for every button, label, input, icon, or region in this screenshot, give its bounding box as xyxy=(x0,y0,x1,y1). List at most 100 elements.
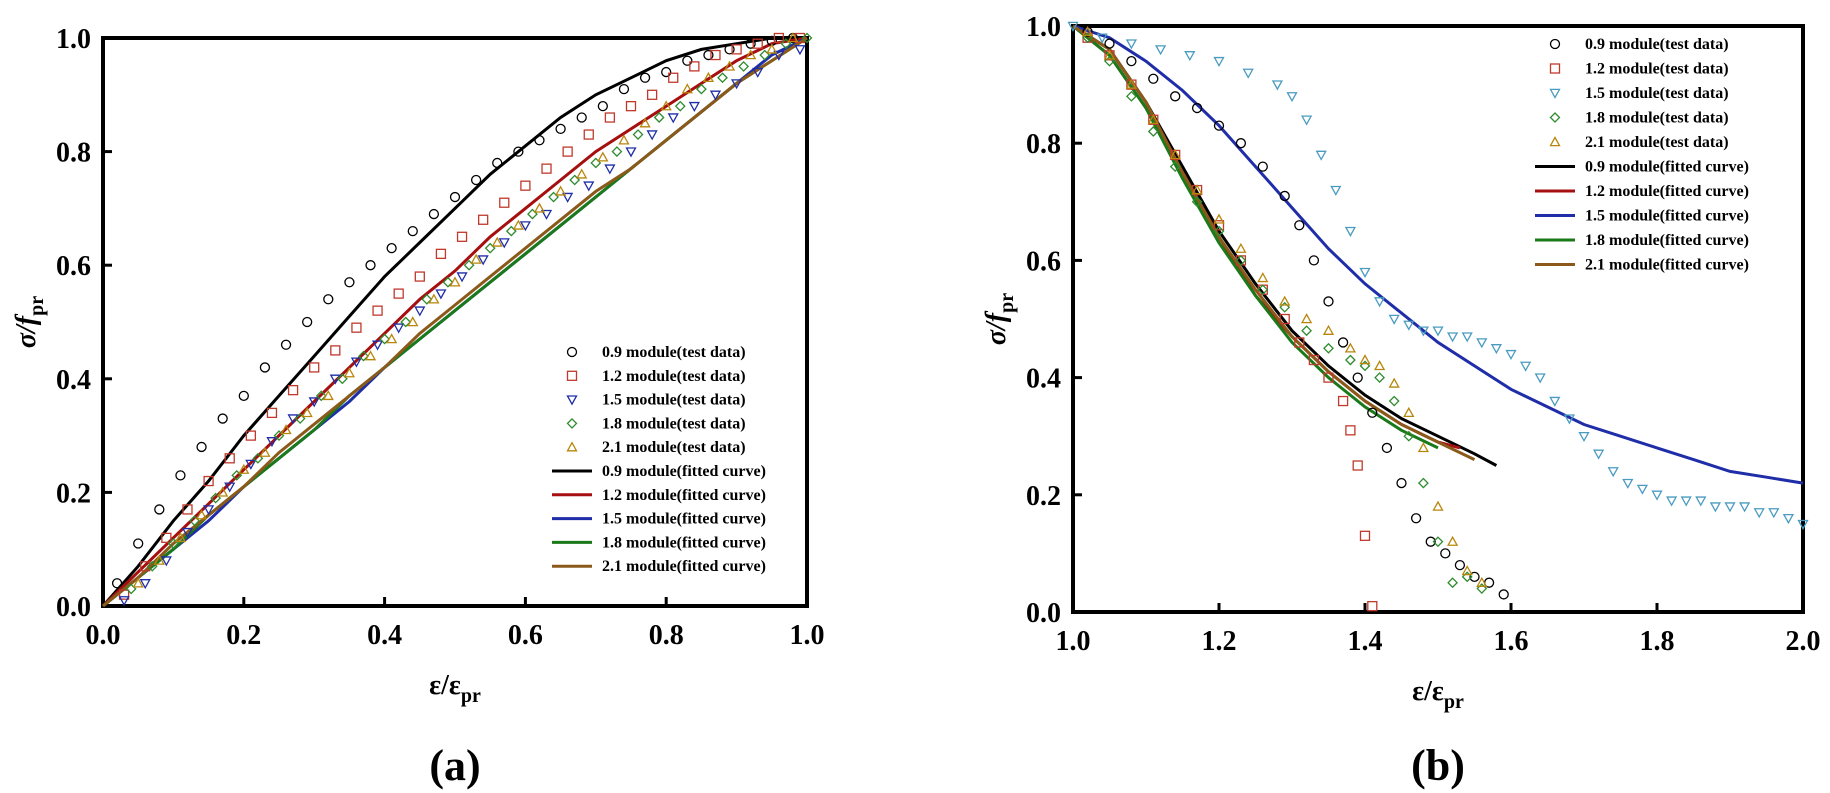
data-point xyxy=(1373,360,1386,371)
data-point xyxy=(520,180,531,191)
data-point xyxy=(1213,56,1225,67)
data-point xyxy=(1300,115,1313,126)
data-point xyxy=(1490,344,1503,355)
data-point xyxy=(731,44,742,55)
data-point xyxy=(308,397,320,408)
x-tick-label: 1.8 xyxy=(1640,626,1675,657)
data-point xyxy=(661,66,672,78)
y-tick-label: 0.8 xyxy=(1026,129,1061,160)
legend-marker xyxy=(566,395,578,406)
data-point xyxy=(1403,320,1415,331)
legend: 0.9 module(test data) 1.2 module(test dat… xyxy=(1535,36,1749,274)
data-point xyxy=(1359,354,1371,365)
data-point xyxy=(266,437,278,448)
y-tick-label: 1.0 xyxy=(1026,12,1061,43)
data-point xyxy=(1665,496,1678,507)
data-point xyxy=(323,294,334,305)
data-point xyxy=(1461,332,1473,343)
data-point xyxy=(371,340,384,351)
data-point xyxy=(174,532,187,543)
data-point xyxy=(1607,467,1619,478)
data-point xyxy=(667,113,679,124)
x-tick-label: 1.0 xyxy=(790,620,825,651)
data-point xyxy=(1067,21,1079,32)
data-point xyxy=(358,350,369,362)
data-point xyxy=(752,38,763,49)
legend-marker xyxy=(1549,136,1561,147)
data-point xyxy=(386,243,397,254)
data-point xyxy=(576,168,588,179)
data-point xyxy=(322,390,334,401)
data-point xyxy=(245,459,257,470)
x-tick-label: 0.6 xyxy=(508,620,543,651)
data-point xyxy=(140,561,151,572)
data-point xyxy=(724,44,735,55)
x-tick-label: 0.0 xyxy=(86,620,121,651)
data-point xyxy=(287,385,299,396)
data-point xyxy=(435,289,447,300)
legend-marker xyxy=(566,417,578,429)
fitted-curve-series-8 xyxy=(1072,24,1439,450)
data-point xyxy=(1337,395,1349,407)
panel-label: (a) xyxy=(429,741,480,790)
data-point xyxy=(309,362,320,373)
y-tick-label: 1.0 xyxy=(56,24,91,55)
data-point xyxy=(1323,342,1334,354)
data-point xyxy=(1417,477,1429,489)
x-tick-label: 1.2 xyxy=(1202,626,1237,657)
y-tick-label: 0.6 xyxy=(56,251,91,282)
data-point xyxy=(364,350,377,361)
data-point xyxy=(1381,442,1393,454)
legend-marker xyxy=(1549,112,1561,123)
data-point xyxy=(1125,90,1137,102)
data-point xyxy=(1170,91,1181,102)
data-point xyxy=(111,578,123,589)
data-point xyxy=(1242,68,1254,79)
data-point xyxy=(1367,407,1378,418)
legend-label: 1.5 module(test data) xyxy=(602,392,746,409)
x-tick-label: 1.6 xyxy=(1494,626,1529,657)
data-point xyxy=(407,225,418,237)
data-point xyxy=(597,151,609,162)
legend-label: 1.2 module(test data) xyxy=(602,368,746,385)
data-point xyxy=(639,72,651,83)
data-point xyxy=(1738,502,1751,513)
legend-label: 1.8 module(test data) xyxy=(1585,110,1729,127)
data-point xyxy=(301,407,313,418)
data-point xyxy=(456,231,468,242)
data-point xyxy=(794,45,806,56)
legend-label: 2.1 module(fitted curve) xyxy=(602,558,766,575)
data-point xyxy=(259,446,271,457)
data-point xyxy=(132,577,144,588)
data-point xyxy=(773,32,784,44)
data-point xyxy=(1235,242,1247,253)
data-point xyxy=(745,49,757,60)
data-point xyxy=(203,475,214,487)
data-point xyxy=(1096,33,1108,44)
data-point xyxy=(1388,377,1400,388)
data-point xyxy=(1549,396,1561,407)
data-point xyxy=(400,316,412,328)
data-point xyxy=(266,407,278,419)
y-tick-label: 0.4 xyxy=(56,365,91,396)
data-point xyxy=(1337,337,1349,348)
data-point xyxy=(1213,220,1225,231)
data-point xyxy=(1315,150,1327,161)
data-point xyxy=(1563,414,1576,425)
data-point xyxy=(723,60,736,71)
data-point xyxy=(1344,342,1357,353)
data-point xyxy=(1695,496,1707,507)
data-point xyxy=(1257,161,1268,172)
y-axis-label: σ/fpr xyxy=(11,296,48,348)
data-point xyxy=(730,79,743,90)
data-point xyxy=(1294,337,1305,348)
data-point xyxy=(379,333,391,345)
data-point xyxy=(1301,325,1313,337)
data-point xyxy=(534,135,545,146)
data-point xyxy=(1797,519,1809,530)
data-point xyxy=(1592,449,1605,460)
data-point xyxy=(343,367,356,378)
data-point xyxy=(625,147,637,158)
data-point xyxy=(139,579,151,590)
